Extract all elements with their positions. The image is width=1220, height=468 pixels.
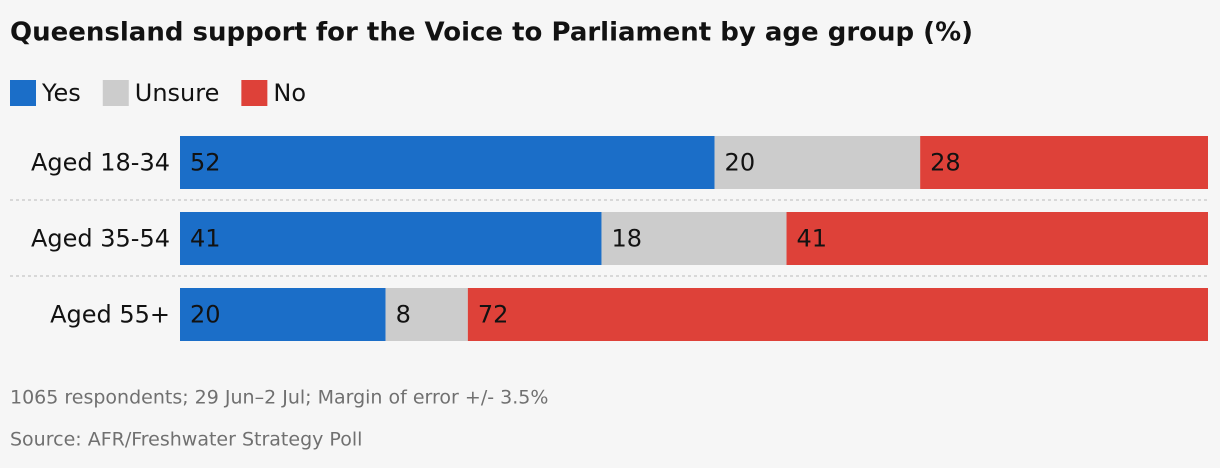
- value-label: 52: [190, 149, 221, 177]
- value-label: 41: [190, 225, 221, 253]
- y-tick-label: Aged 35-54: [31, 225, 170, 253]
- value-label: 20: [190, 301, 221, 329]
- legend-swatch: [102, 80, 129, 106]
- bar-segment: [180, 288, 386, 341]
- source: Source: AFR/Freshwater Strategy Poll: [10, 429, 362, 451]
- bar-segment: [467, 288, 1209, 341]
- bar-segment: [385, 288, 468, 341]
- value-label: 8: [396, 301, 411, 329]
- bar-segment: [601, 212, 787, 265]
- bar-segment: [714, 136, 921, 189]
- value-label: 20: [725, 149, 756, 177]
- bar-segment: [180, 212, 602, 265]
- legend-label: No: [273, 79, 306, 107]
- value-label: 18: [611, 225, 642, 253]
- bar-segment: [180, 136, 715, 189]
- y-tick-label: Aged 55+: [50, 301, 170, 329]
- chart-title: Queensland support for the Voice to Parl…: [10, 18, 973, 48]
- y-tick-label: Aged 18-34: [31, 149, 170, 177]
- bar-segment: [920, 136, 1208, 189]
- legend-swatch: [241, 80, 268, 106]
- legend-swatch: [10, 80, 36, 106]
- bar-segment: [786, 212, 1208, 265]
- value-label: 28: [930, 149, 961, 177]
- legend-label: Yes: [41, 79, 81, 107]
- footnote: 1065 respondents; 29 Jun–2 Jul; Margin o…: [10, 387, 548, 409]
- value-label: 72: [478, 301, 509, 329]
- value-label: 41: [797, 225, 828, 253]
- legend-label: Unsure: [135, 79, 220, 107]
